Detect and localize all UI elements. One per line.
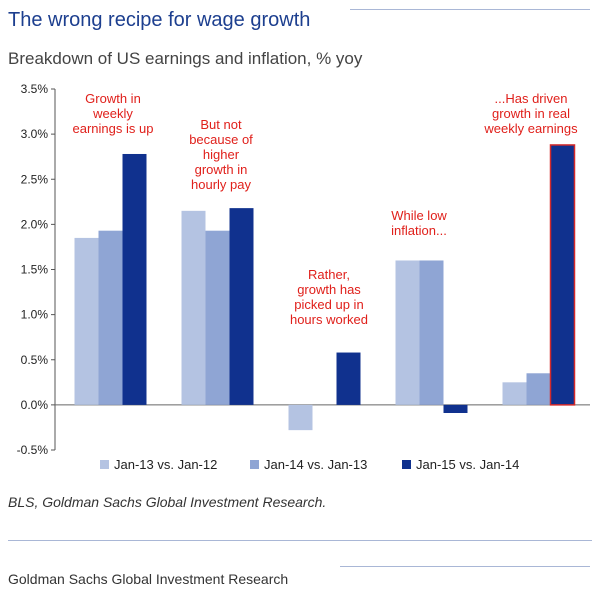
bar (502, 382, 527, 405)
annotation-label: Growth in weekly earnings is up (73, 91, 154, 136)
bar (122, 153, 147, 405)
footer-text: Goldman Sachs Global Investment Research (8, 571, 289, 587)
y-tick-label: -0.5% (17, 443, 49, 457)
y-tick-label: 2.5% (21, 172, 49, 186)
footer-rule (340, 566, 590, 567)
y-tick-label: 3.0% (21, 127, 49, 141)
y-tick-label: 1.0% (21, 308, 49, 322)
page-subtitle: Breakdown of US earnings and inflation, … (8, 49, 363, 68)
legend-swatch (402, 460, 411, 469)
y-tick-label: 3.5% (21, 82, 49, 96)
bar (395, 260, 420, 405)
footer-divider (8, 540, 592, 541)
page-title: The wrong recipe for wage growth (8, 9, 311, 31)
bar (443, 404, 468, 413)
legend-swatch (250, 460, 259, 469)
bar (288, 404, 313, 431)
bar (419, 260, 444, 405)
title-rule (350, 9, 590, 10)
bar (336, 352, 361, 405)
legend-label: Jan-13 vs. Jan-12 (114, 457, 217, 472)
annotation-label: ...Has driven growth in real weekly earnin… (483, 91, 578, 136)
bar (229, 208, 254, 405)
bar (526, 373, 551, 405)
bar (181, 210, 206, 405)
bar (98, 230, 123, 405)
annotation-label: While low inflation... (391, 208, 447, 238)
source-note: BLS, Goldman Sachs Global Investment Res… (8, 494, 327, 510)
bar (549, 144, 576, 406)
legend-label: Jan-14 vs. Jan-13 (264, 457, 367, 472)
y-tick-label: 0.0% (21, 398, 49, 412)
bar-chart: 3.5% 3.0% 2.5% 2.0% 1.5% 1.0% 0.5% 0.0% -0.5% Gro… (17, 82, 590, 472)
y-tick-label: 1.5% (21, 263, 49, 277)
bar (205, 230, 230, 405)
legend-swatch (100, 460, 109, 469)
annotation-label: Rather, growth has picked up in hours worke… (290, 267, 368, 327)
bar (74, 237, 99, 405)
y-tick-label: 2.0% (21, 217, 49, 231)
legend-label: Jan-15 vs. Jan-14 (416, 457, 519, 472)
annotation-label: But not because of higher growth in hourly p… (189, 117, 253, 192)
y-tick-label: 0.5% (21, 353, 49, 367)
